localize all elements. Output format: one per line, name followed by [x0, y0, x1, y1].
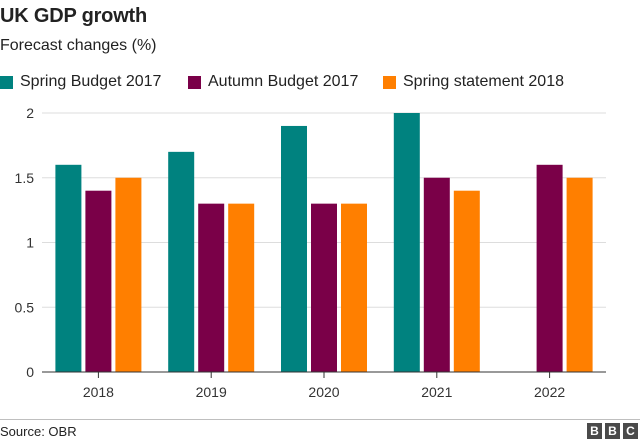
legend-item-autumn-budget-2017: Autumn Budget 2017 [188, 73, 358, 91]
bar [311, 203, 337, 372]
logo-letter: B [587, 423, 602, 439]
bar [115, 177, 142, 372]
legend-label-spring-budget-2017: Spring Budget 2017 [20, 73, 162, 90]
footer-divider [0, 419, 640, 420]
y-tick-label: 0 [26, 364, 34, 380]
bar [85, 190, 112, 372]
chart-legend: Spring Budget 2017 Autumn Budget 2017 Sp… [0, 73, 640, 95]
x-tick-label: 2021 [421, 384, 452, 400]
logo-letter: C [623, 423, 638, 439]
source-note: Source: OBR [0, 424, 77, 439]
x-tick-label: 2020 [308, 384, 339, 400]
bar [281, 125, 307, 372]
bar [341, 203, 367, 372]
y-tick-label: 0.5 [15, 299, 35, 315]
x-tick-label: 2022 [534, 384, 565, 400]
bar [228, 203, 255, 372]
legend-label-autumn-budget-2017: Autumn Budget 2017 [208, 73, 359, 90]
bar [168, 151, 195, 372]
bar [566, 177, 593, 372]
bar [198, 203, 225, 372]
bar [453, 190, 480, 372]
x-tick-label: 2019 [196, 384, 227, 400]
x-tick-label: 2018 [83, 384, 114, 400]
chart-title: UK GDP growth [0, 5, 148, 27]
bar [393, 113, 420, 372]
legend-item-spring-statement-2018: Spring statement 2018 [383, 73, 564, 91]
y-tick-label: 1 [26, 235, 34, 251]
logo-letter: B [605, 423, 620, 439]
legend-item-spring-budget-2017: Spring Budget 2017 [0, 73, 161, 91]
bbc-logo: B B C [587, 423, 638, 439]
chart-subtitle: Forecast changes (%) [0, 37, 157, 54]
y-tick-label: 2 [26, 105, 34, 121]
legend-swatch-spring-budget-2017 [0, 75, 13, 89]
bar [55, 164, 82, 372]
y-tick-label: 1.5 [15, 170, 35, 186]
bar [423, 177, 450, 372]
bar [536, 164, 563, 372]
legend-label-spring-statement-2018: Spring statement 2018 [403, 73, 564, 90]
legend-swatch-autumn-budget-2017 [188, 75, 201, 89]
bar-chart: 0 0.5 1 1.5 2 2018 2019 2020 2021 2022 [15, 105, 606, 400]
legend-swatch-spring-statement-2018 [383, 75, 396, 89]
